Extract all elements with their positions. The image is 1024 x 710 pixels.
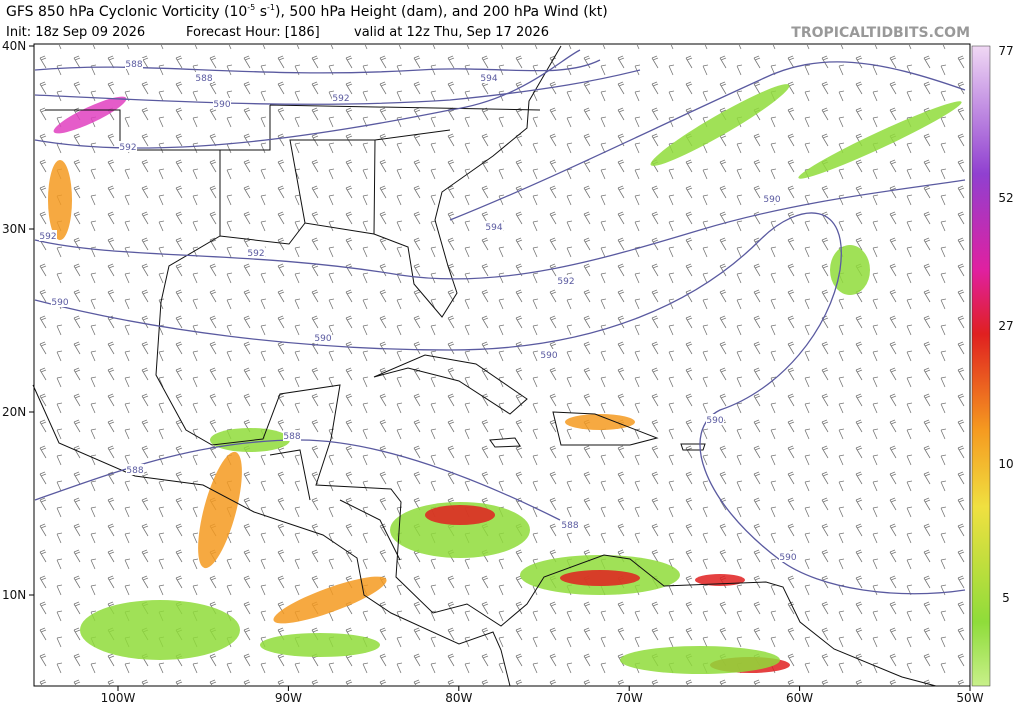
contour-label-bg	[332, 92, 350, 103]
contour-label: 590	[51, 298, 68, 308]
contour-label: 594	[480, 74, 497, 84]
contour-label-bg	[561, 519, 579, 530]
contour-label: 590	[314, 334, 331, 344]
contour-label-bg	[213, 98, 231, 109]
contour-label: 592	[557, 277, 574, 287]
contour-label: 588	[125, 60, 142, 70]
lon-label: 100W	[101, 691, 136, 705]
lat-label: 40N	[2, 39, 26, 53]
contour-label: 592	[247, 249, 264, 259]
colorbar-label: 27	[998, 319, 1013, 333]
wind-barbs	[35, 45, 969, 685]
map-content	[33, 45, 969, 686]
contour-label: 590	[763, 195, 780, 205]
colorbar-label: 52	[998, 191, 1013, 205]
contour-label: 592	[332, 94, 349, 104]
lon-label: 80W	[445, 691, 472, 705]
contour-label: 592	[119, 143, 136, 153]
forecast-hour: Forecast Hour: [186]	[186, 25, 320, 40]
contour-label: 590	[540, 351, 557, 361]
lon-label: 50W	[956, 691, 983, 705]
contour-label: 590	[706, 416, 723, 426]
contour-label-bg	[480, 72, 498, 83]
contour-label-bg	[247, 247, 265, 258]
coastlines	[33, 46, 936, 686]
contour-label-bg	[39, 230, 57, 241]
lat-label: 30N	[2, 222, 26, 236]
watermark: TROPICALTIDBITS.COM	[791, 25, 970, 41]
lon-label: 90W	[275, 691, 302, 705]
colorbar-label: 5	[1002, 591, 1010, 605]
contour-label-bg	[126, 464, 144, 475]
contour-label: 592	[39, 232, 56, 242]
contour-label: 594	[485, 223, 502, 233]
contour-label: 590	[213, 100, 230, 110]
contour-label-bg	[779, 551, 797, 562]
colorbar	[971, 45, 991, 687]
contour-label-bg	[485, 221, 503, 232]
contour-label-bg	[51, 296, 69, 307]
contour-label: 588	[283, 432, 300, 442]
contour-label-bg	[763, 193, 781, 204]
height-contours	[35, 50, 965, 594]
lon-label: 70W	[616, 691, 643, 705]
contour-label: 590	[779, 553, 796, 563]
lat-label: 20N	[2, 405, 26, 419]
contour-label-bg	[706, 414, 724, 425]
contour-label: 588	[126, 466, 143, 476]
contour-label-bg	[119, 141, 137, 152]
init-time: Init: 18z Sep 09 2026	[6, 25, 145, 40]
contour-label-bg	[195, 72, 213, 83]
lon-label: 60W	[786, 691, 813, 705]
colorbar-label: 10	[998, 457, 1013, 471]
contour-label-bg	[125, 58, 143, 69]
colorbar-label: 77	[998, 44, 1013, 58]
contour-label: 588	[195, 74, 212, 84]
contour-label-bg	[314, 332, 332, 343]
lat-label: 10N	[2, 588, 26, 602]
vorticity	[48, 76, 965, 674]
contour-label: 588	[561, 521, 578, 531]
contour-label-bg	[540, 349, 558, 360]
contour-label-bg	[557, 275, 575, 286]
valid-time: valid at 12z Thu, Sep 17 2026	[354, 25, 549, 40]
contour-label-bg	[283, 430, 301, 441]
title: GFS 850 hPa Cyclonic Vorticity (10-5 s-1…	[6, 3, 608, 20]
